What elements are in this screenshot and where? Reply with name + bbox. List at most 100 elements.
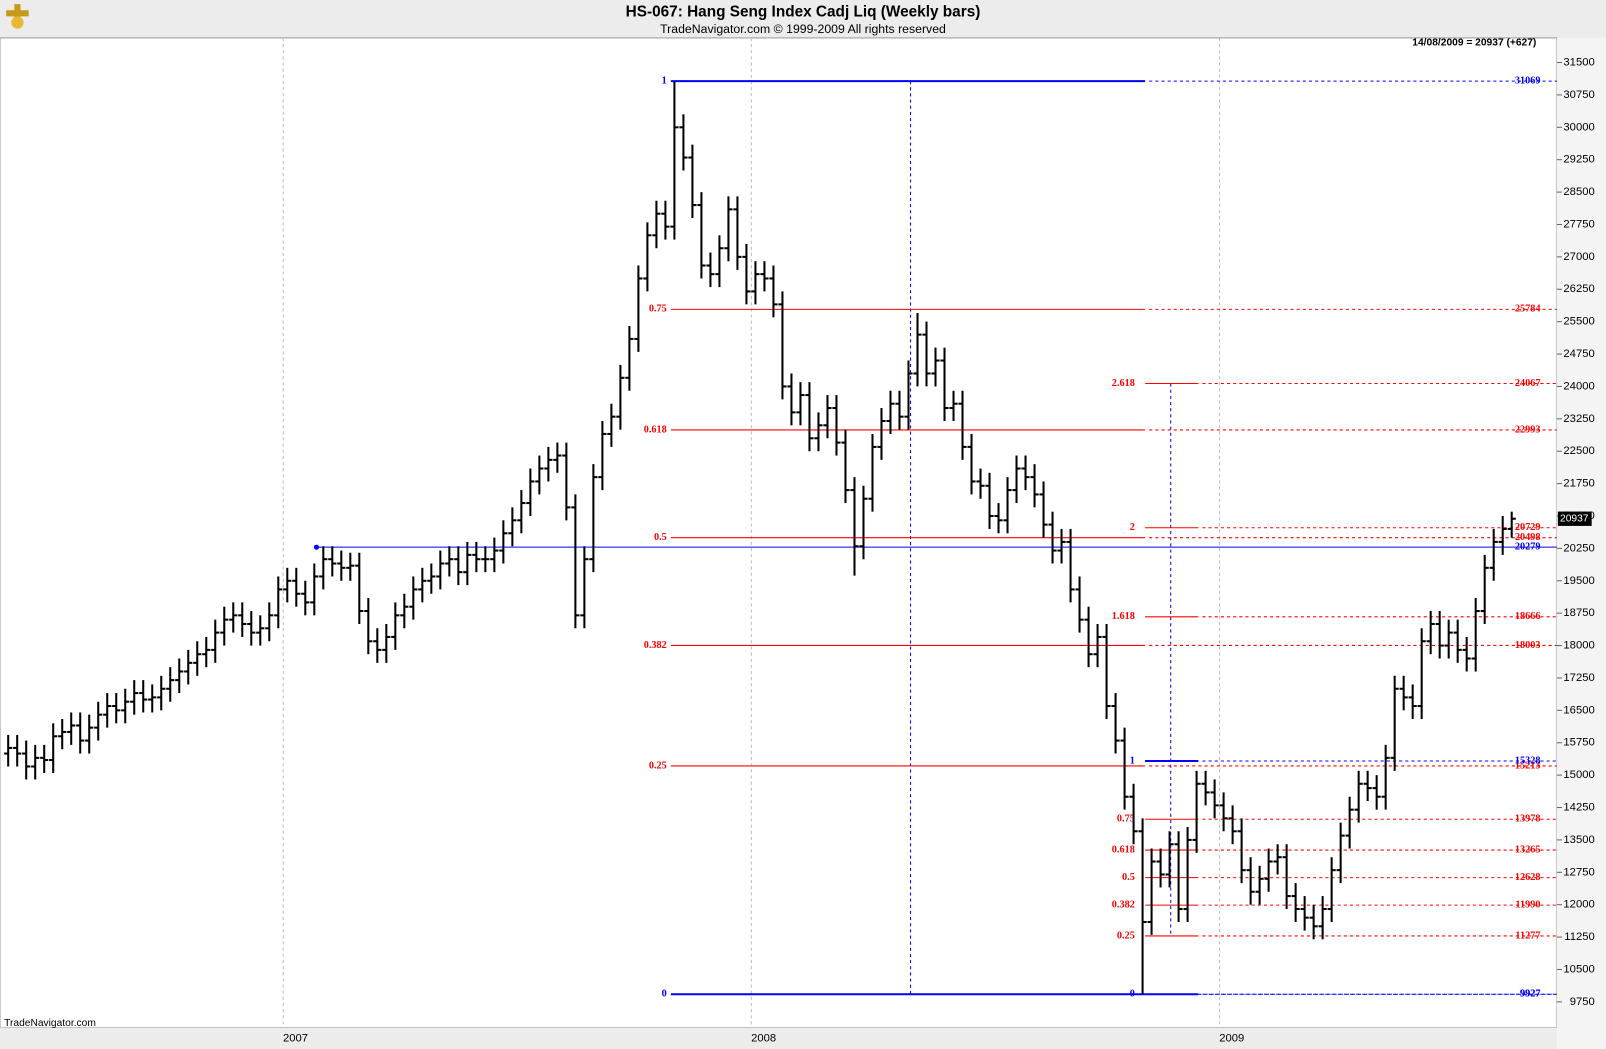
horizontal-line-label: 20279 — [1515, 541, 1541, 552]
price-bar — [211, 619, 220, 663]
y-axis-bg — [1556, 37, 1606, 1049]
last-price-label: 20937 — [1560, 513, 1589, 524]
price-bar — [1093, 623, 1102, 668]
fib-value-label: 12628 — [1515, 872, 1541, 883]
fib-ratio-label: 0 — [1130, 989, 1135, 1000]
price-bar — [697, 192, 706, 279]
fib-ratio-label: 1 — [662, 75, 667, 86]
price-bar — [148, 684, 157, 713]
x-tick-label: 2009 — [1219, 1033, 1244, 1045]
price-bar — [121, 688, 130, 724]
price-bar — [688, 144, 697, 219]
price-bar — [1426, 611, 1435, 655]
price-bar — [724, 196, 733, 262]
price-bar — [265, 602, 274, 642]
price-bar — [1066, 528, 1075, 603]
price-bar — [652, 200, 661, 249]
price-bar — [1210, 779, 1219, 819]
price-bar — [481, 546, 490, 573]
price-bar — [1147, 848, 1156, 935]
fib-ratio-label: 0.5 — [1122, 872, 1135, 883]
price-bar — [526, 468, 535, 517]
price-bar — [1435, 611, 1444, 659]
price-bar — [958, 390, 967, 460]
x-tick-label: 2008 — [751, 1033, 776, 1045]
price-bar — [1390, 675, 1399, 771]
price-bar — [139, 680, 148, 713]
price-bar — [1471, 598, 1480, 672]
price-bar — [805, 382, 814, 452]
price-bar — [1462, 636, 1471, 672]
price-bar — [1183, 826, 1192, 922]
fib-ratio-label: 1.618 — [1112, 611, 1135, 622]
price-bar — [310, 563, 319, 616]
y-tick-label: 15000 — [1563, 769, 1594, 781]
price-bar — [544, 446, 553, 482]
price-bar — [661, 200, 670, 240]
price-bar — [706, 252, 715, 288]
fib-value-label: 9927 — [1520, 989, 1540, 1000]
fib-value-label: 25784 — [1515, 304, 1541, 315]
price-bar — [1507, 511, 1516, 538]
fib-ratio-label: 0.25 — [649, 760, 667, 771]
price-bar — [463, 541, 472, 586]
price-bar — [301, 580, 310, 616]
price-bar — [1021, 455, 1030, 491]
price-bar — [1165, 831, 1174, 888]
header-bg — [0, 0, 1606, 38]
y-tick-label: 19500 — [1563, 575, 1594, 587]
y-tick-label: 27000 — [1563, 251, 1594, 263]
price-bar — [994, 503, 1003, 534]
price-bar — [1381, 744, 1390, 810]
y-tick-label: 23250 — [1563, 413, 1594, 425]
price-bar — [1048, 511, 1057, 564]
price-bar — [769, 265, 778, 318]
price-bar — [508, 507, 517, 547]
y-tick-label: 25500 — [1563, 316, 1594, 328]
y-tick-label: 11250 — [1564, 931, 1594, 943]
price-bar — [931, 347, 940, 387]
price-bar — [1039, 481, 1048, 538]
price-bar — [247, 611, 256, 646]
y-tick-label: 12000 — [1563, 899, 1594, 911]
logo — [6, 4, 29, 29]
price-bar — [1300, 896, 1309, 931]
price-bar — [1327, 857, 1336, 922]
y-tick-label: 13500 — [1563, 834, 1594, 846]
price-bar — [175, 658, 184, 694]
price-bar — [814, 412, 823, 452]
price-bar — [31, 744, 40, 780]
price-bar — [742, 243, 751, 305]
price-bar — [895, 390, 904, 430]
price-bar — [553, 442, 562, 473]
fib-value-label: 24067 — [1515, 378, 1541, 389]
price-bar — [292, 567, 301, 607]
y-tick-label: 22500 — [1563, 445, 1594, 457]
price-bar — [67, 712, 76, 745]
fib-ratio-label: 0.382 — [644, 640, 667, 651]
price-bar — [850, 477, 859, 576]
y-tick-label: 18000 — [1563, 640, 1594, 652]
y-tick-label: 29250 — [1563, 154, 1594, 166]
horizontal-line-anchor — [313, 544, 320, 550]
price-bar — [985, 472, 994, 529]
fib-ratio-label: 0.25 — [1117, 930, 1135, 941]
price-bar — [130, 680, 139, 715]
price-bar — [328, 546, 337, 577]
price-bar — [1201, 770, 1210, 806]
fib-value-label: 13265 — [1515, 844, 1541, 855]
price-bar — [1255, 865, 1264, 905]
fib-ratio-label: 0.618 — [644, 424, 667, 435]
fib-value-label: 22993 — [1515, 424, 1541, 435]
fib-value-label: 15328 — [1515, 755, 1541, 766]
price-bar — [913, 313, 922, 387]
price-bar — [85, 714, 94, 754]
fib-ratio-label: 0.382 — [1112, 899, 1135, 910]
last-quote: 14/08/2009 = 20937 (+627) — [1412, 38, 1536, 49]
fib-ratio-label: 2.618 — [1112, 378, 1135, 389]
price-bar — [454, 546, 463, 586]
price-bar — [607, 403, 616, 447]
price-bar — [202, 636, 211, 668]
price-bar — [1012, 455, 1021, 504]
